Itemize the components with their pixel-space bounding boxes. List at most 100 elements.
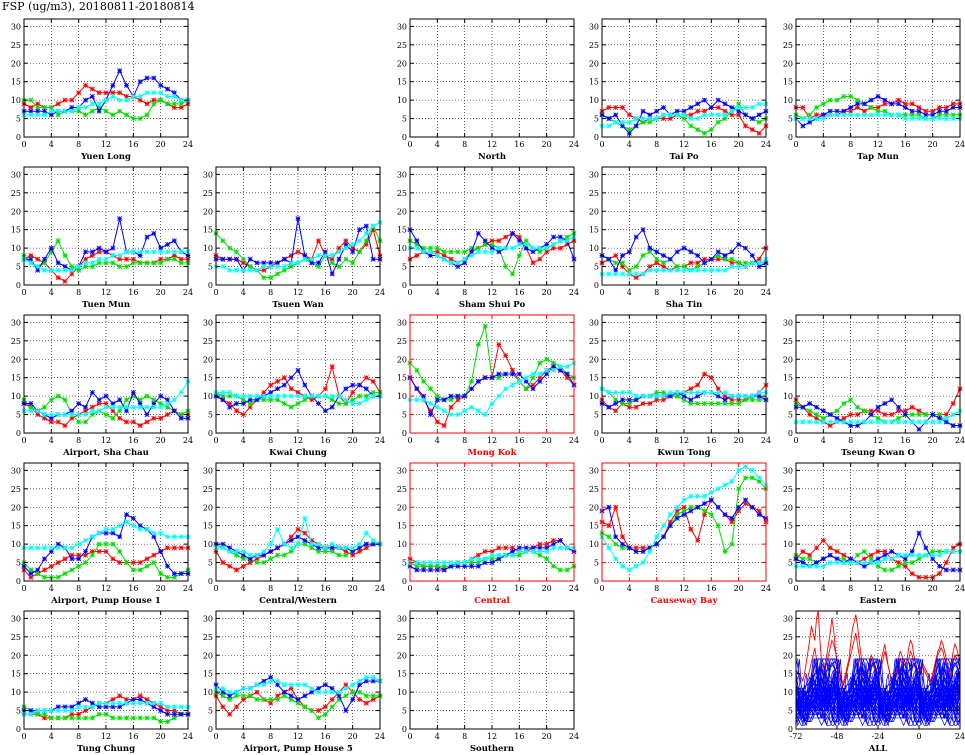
data-point — [110, 112, 116, 118]
plot-frame — [215, 314, 381, 434]
data-point — [427, 400, 434, 407]
data-point — [626, 112, 632, 118]
data-point — [343, 708, 349, 714]
y-tick-label: 5 — [16, 115, 21, 124]
data-point — [640, 393, 646, 399]
data-point — [69, 97, 75, 103]
data-point — [509, 367, 516, 373]
data-point — [151, 400, 157, 407]
data-point — [76, 704, 82, 710]
data-point — [103, 393, 109, 399]
data-point — [688, 526, 694, 532]
data-point — [35, 264, 41, 270]
y-tick-label: 30 — [397, 22, 407, 31]
data-point — [936, 412, 943, 418]
data-point — [557, 364, 563, 370]
data-point — [715, 104, 721, 111]
x-tick-label: 20 — [156, 732, 166, 741]
data-point — [329, 704, 335, 710]
data-point — [674, 389, 680, 395]
data-point — [171, 93, 177, 99]
data-point — [640, 271, 646, 277]
data-point — [240, 563, 246, 569]
data-point — [69, 267, 75, 273]
data-point — [28, 252, 34, 259]
data-point — [233, 689, 240, 695]
data-point — [950, 101, 956, 107]
data-point — [550, 545, 557, 551]
data-point — [69, 545, 75, 551]
data-point — [233, 552, 240, 558]
data-point — [841, 560, 847, 566]
data-point — [123, 264, 130, 270]
data-point — [882, 548, 888, 555]
y-tick-label: 0 — [208, 429, 213, 438]
data-point — [613, 119, 619, 125]
data-point — [688, 104, 694, 111]
data-point — [633, 264, 639, 270]
data-point — [923, 112, 929, 118]
data-point — [496, 375, 502, 381]
x-tick-label: 4 — [435, 584, 440, 593]
data-point — [158, 82, 164, 88]
data-point — [288, 548, 294, 555]
data-point — [722, 108, 728, 114]
data-point — [688, 249, 694, 255]
data-point — [523, 241, 529, 247]
data-point — [329, 364, 335, 370]
data-point — [695, 537, 701, 543]
data-point — [841, 556, 847, 562]
data-point — [606, 116, 612, 122]
data-point — [274, 386, 281, 392]
y-tick-label: 25 — [11, 633, 21, 642]
data-point — [861, 548, 867, 555]
data-point — [76, 715, 82, 721]
data-point — [688, 260, 694, 266]
data-point — [96, 108, 102, 114]
data-point — [137, 397, 143, 403]
data-point — [715, 256, 721, 262]
y-tick-label: 5 — [788, 115, 793, 124]
x-tick-label: 24 — [375, 732, 385, 741]
data-point — [48, 104, 54, 111]
data-point — [654, 249, 660, 255]
data-point — [660, 523, 667, 529]
data-point — [749, 127, 755, 133]
x-tick-label: 8 — [76, 140, 81, 149]
data-point — [550, 360, 557, 366]
data-point — [530, 386, 536, 392]
data-point — [701, 97, 708, 103]
data-point — [137, 79, 143, 85]
data-point — [356, 548, 363, 555]
data-point — [309, 689, 315, 695]
data-point — [633, 404, 639, 410]
plot-frame — [409, 610, 575, 730]
data-point — [302, 515, 308, 521]
data-point — [861, 101, 867, 107]
x-tick-label: 8 — [654, 140, 659, 149]
data-point — [110, 700, 116, 706]
x-tick-label: 0 — [793, 140, 798, 149]
x-tick-label: 24 — [183, 584, 193, 593]
data-point — [82, 560, 89, 566]
data-point — [729, 260, 735, 266]
data-point — [715, 504, 721, 510]
plot-frame — [23, 462, 189, 582]
data-point — [606, 123, 612, 129]
x-tick-label: 0 — [407, 436, 412, 445]
x-tick-label: 24 — [375, 584, 385, 593]
data-point — [329, 397, 335, 403]
y-tick-label: 15 — [589, 78, 599, 87]
data-point — [178, 711, 184, 717]
data-point — [151, 101, 157, 107]
data-point — [302, 682, 308, 688]
data-point — [434, 560, 440, 566]
data-point — [861, 556, 867, 562]
data-point — [171, 397, 177, 403]
data-point — [103, 526, 109, 532]
